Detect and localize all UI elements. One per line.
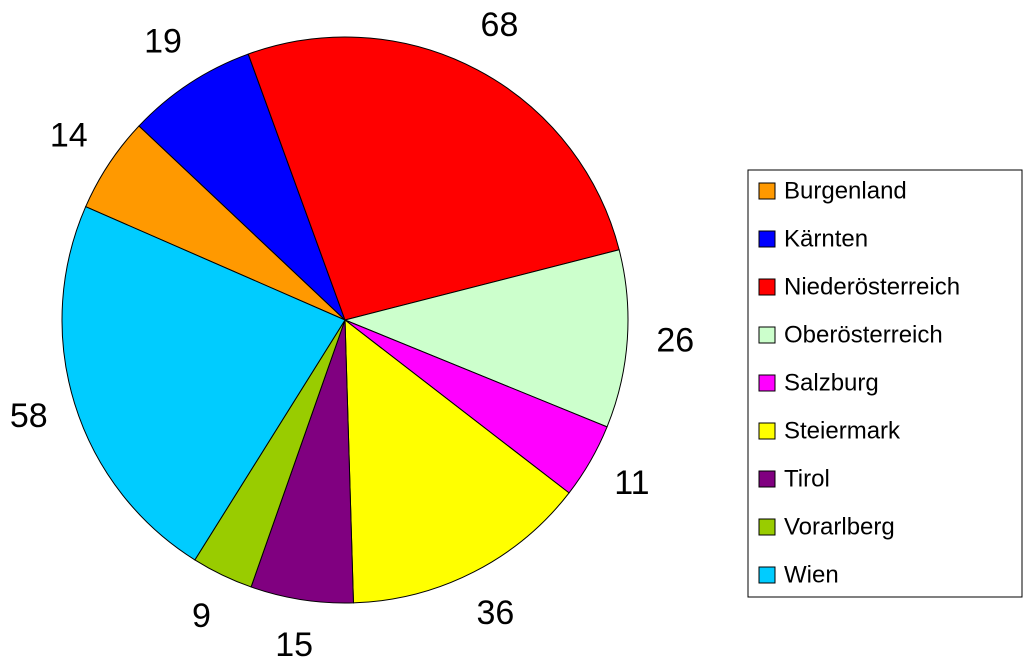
data-label: 15 xyxy=(275,626,313,661)
legend-label: Burgenland xyxy=(784,177,907,204)
pie-slice xyxy=(61,206,346,561)
legend-label: Wien xyxy=(784,561,839,588)
data-label: 58 xyxy=(10,397,48,435)
data-label: 19 xyxy=(144,23,182,61)
legend-label: Oberösterreich xyxy=(784,321,943,348)
legend-label: Salzburg xyxy=(784,369,879,396)
pie-slice xyxy=(138,53,346,321)
legend-swatch xyxy=(758,278,776,296)
legend-swatch xyxy=(758,230,776,248)
legend-swatch xyxy=(758,326,776,344)
legend-label: Tirol xyxy=(784,465,830,492)
legend-swatch xyxy=(758,566,776,584)
data-label: 68 xyxy=(481,6,519,44)
pie-slice xyxy=(247,36,620,321)
legend-swatch xyxy=(758,182,776,200)
data-label: 11 xyxy=(614,464,649,502)
legend-label: Steiermark xyxy=(784,417,901,444)
legend-box xyxy=(747,169,1023,598)
legend-swatch xyxy=(758,422,776,440)
pie-slice xyxy=(344,318,570,604)
legend-swatch xyxy=(758,518,776,536)
legend-swatch xyxy=(758,374,776,392)
legend-label: Niederösterreich xyxy=(784,273,960,300)
data-label: 36 xyxy=(476,594,514,632)
data-label: 9 xyxy=(192,597,211,635)
data-label: 26 xyxy=(656,322,694,360)
data-label: 14 xyxy=(50,117,88,155)
legend-label: Vorarlberg xyxy=(784,513,895,540)
legend-swatch xyxy=(758,470,776,488)
pie-slice xyxy=(343,249,629,428)
legend-label: Kärnten xyxy=(784,225,868,252)
